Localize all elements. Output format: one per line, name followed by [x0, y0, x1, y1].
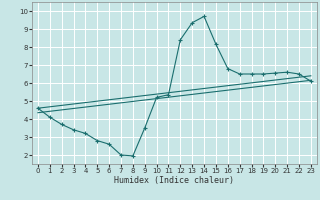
X-axis label: Humidex (Indice chaleur): Humidex (Indice chaleur) [115, 176, 234, 185]
